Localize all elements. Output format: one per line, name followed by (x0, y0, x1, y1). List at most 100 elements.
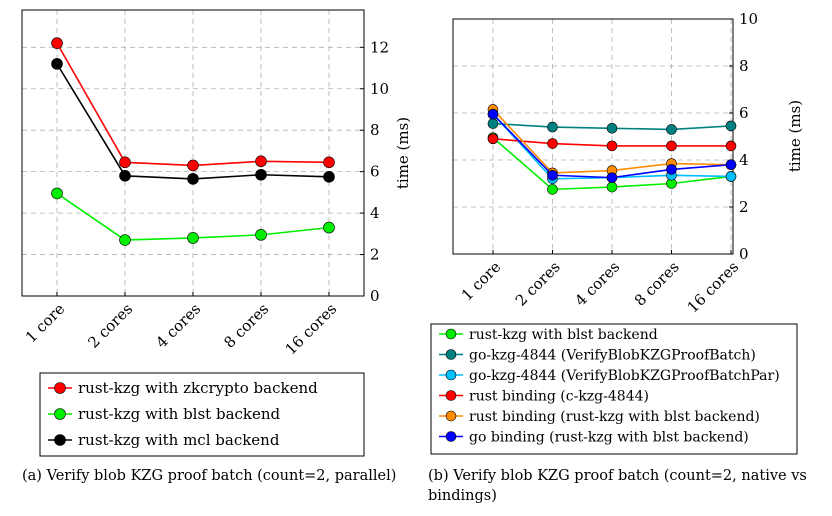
data-point (606, 181, 618, 193)
legend-swatch-marker (54, 408, 66, 420)
y-tick-label: 2 (739, 198, 749, 216)
data-point (487, 108, 499, 120)
legend-label: rust binding (c-kzg-4844) (469, 389, 649, 405)
grid (22, 10, 364, 296)
x-tick-label: 4 cores (152, 300, 204, 352)
legend-box (39, 372, 365, 457)
y-tick-label: 4 (370, 204, 380, 222)
series-rust-kzg-with-mcl-backend (51, 58, 335, 185)
x-tick-label: 1 core (458, 258, 505, 305)
y-axis-label: time (ms) (394, 117, 412, 189)
caption-a: (a) Verify blob KZG proof batch (count=2… (22, 468, 397, 484)
y-tick-label: 2 (370, 246, 380, 264)
data-point (666, 124, 677, 135)
chart-b: 0 2 4 6 8 10 1 core 2 cores 4 cores 8 cores 16 cor… (430, 10, 804, 455)
data-point (547, 121, 558, 133)
series-rust-binding-c-kzg-4844- (487, 133, 737, 152)
y-tick-label: 10 (370, 80, 389, 98)
series-go-kzg-4844-verifyblobkzgproofbatch- (487, 118, 737, 135)
data-point (547, 169, 558, 181)
data-point (51, 37, 63, 49)
y-tick-label: 4 (739, 151, 749, 169)
data-point (323, 171, 335, 183)
data-point (666, 140, 677, 152)
legend-item: rust binding (rust-kzg with blst backend… (439, 409, 760, 425)
data-point (487, 118, 499, 129)
x-tick-label: 8 cores (220, 300, 272, 352)
y-tick-label: 8 (739, 57, 749, 75)
y-axis-label: time (ms) (786, 100, 804, 172)
legend-swatch-marker (445, 349, 457, 360)
data-point (187, 232, 199, 244)
legend: rust-kzg with zkcrypto backend rust-kzg w… (39, 372, 365, 457)
data-point (255, 155, 267, 168)
y-tick-label: 10 (739, 10, 758, 28)
data-point (547, 184, 558, 195)
data-point (547, 138, 558, 149)
y-tick-label: 0 (739, 245, 749, 263)
data-point (187, 173, 199, 185)
legend-swatch-marker (445, 369, 457, 381)
legend-item: rust-kzg with blst backend (48, 405, 281, 423)
x-tick-label: 2 cores (84, 300, 136, 352)
legend-label: go-kzg-4844 (VerifyBlobKZGProofBatchPar) (469, 368, 780, 384)
legend-label: rust-kzg with blst backend (78, 405, 281, 423)
data-point (119, 234, 131, 246)
y-tick-label: 12 (370, 38, 389, 56)
legend-item: go binding (rust-kzg with blst backend) (439, 430, 749, 446)
legend-item: rust binding (c-kzg-4844) (439, 389, 649, 405)
x-tick-label: 4 cores (571, 258, 623, 310)
series-rust-kzg-with-blst-backend (51, 187, 335, 246)
y-tick-label: 6 (370, 163, 380, 181)
data-point (666, 164, 677, 175)
x-tick-label: 16 cores (684, 258, 743, 317)
legend-item: rust-kzg with mcl backend (48, 431, 280, 449)
legend-label: rust-kzg with zkcrypto backend (78, 379, 318, 397)
series-go-binding-rust-kzg-with-blst-backend- (487, 108, 737, 183)
legend-swatch-marker (445, 431, 457, 442)
plot-frame (452, 18, 734, 255)
legend: rust-kzg with blst backend go-kzg-4844 (V… (430, 323, 798, 455)
legend-swatch-marker (54, 434, 66, 446)
x-tick-label: 2 cores (512, 258, 564, 310)
series-rust-kzg-with-zkcrypto-backend (51, 37, 335, 172)
data-point (323, 221, 335, 234)
data-point (323, 156, 335, 169)
data-point (255, 168, 267, 181)
data-point (725, 171, 737, 182)
legend-swatch-marker (54, 382, 66, 394)
legend-swatch-marker (445, 410, 457, 422)
data-point (187, 159, 199, 172)
y-tick-label: 8 (370, 121, 380, 139)
data-point (725, 159, 737, 170)
x-tick-label: 1 core (22, 300, 69, 347)
legend-item: go-kzg-4844 (VerifyBlobKZGProofBatch) (439, 348, 756, 364)
legend-item: rust-kzg with blst backend (439, 327, 658, 343)
data-point (606, 172, 618, 183)
caption-b: (b) Verify blob KZG proof batch (count=2… (428, 468, 807, 504)
legend-label: rust-kzg with blst backend (469, 327, 658, 343)
legend-swatch-marker (445, 390, 457, 401)
legend-label: go binding (rust-kzg with blst backend) (469, 430, 749, 446)
data-point (51, 58, 63, 70)
chart-a: 0 2 4 6 8 10 12 1 core 2 cores 4 cores 8 cores 16 c… (21, 9, 412, 457)
legend-label: rust-kzg with mcl backend (78, 431, 280, 449)
data-point (255, 229, 267, 241)
legend-label: rust binding (rust-kzg with blst backend… (469, 409, 760, 425)
data-point (606, 140, 618, 152)
data-point (119, 169, 131, 182)
legend-item: rust-kzg with zkcrypto backend (48, 379, 318, 397)
legend-item: go-kzg-4844 (VerifyBlobKZGProofBatchPar) (439, 368, 780, 384)
data-point (725, 120, 737, 132)
data-point (725, 140, 737, 152)
legend-label: go-kzg-4844 (VerifyBlobKZGProofBatch) (469, 348, 756, 364)
legend-box (430, 323, 798, 455)
legend-swatch-marker (445, 328, 457, 340)
y-tick-label: 6 (739, 104, 749, 122)
x-tick-label: 8 cores (631, 258, 683, 310)
data-point (51, 187, 63, 200)
x-tick-label: 16 cores (282, 300, 341, 359)
data-point (606, 122, 618, 134)
y-tick-label: 0 (370, 287, 380, 305)
